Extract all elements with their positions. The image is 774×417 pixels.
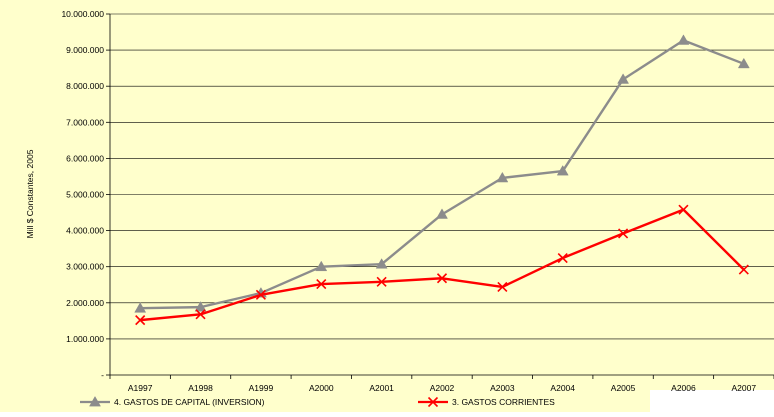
y-tick-label: 2.000.000 (66, 298, 104, 308)
x-tick-label: A2004 (550, 383, 575, 393)
x-tick-label: A2005 (611, 383, 636, 393)
marker-stroke (316, 278, 327, 290)
y-tick-label: - (101, 370, 104, 380)
marker-stroke (427, 396, 439, 408)
y-tick-label: 3.000.000 (66, 262, 104, 272)
data-point-marker (496, 171, 509, 183)
data-point-marker (89, 395, 101, 407)
x-tick-label: A2000 (309, 383, 334, 393)
x-tick-label: A2007 (732, 383, 757, 393)
legend-item-1: 4. GASTOS DE CAPITAL (INVERSION) (80, 395, 265, 407)
legend-label: 3. GASTOS CORRIENTES (452, 397, 555, 407)
x-tick-label: A2001 (369, 383, 394, 393)
marker-stroke (255, 289, 266, 300)
x-tick-label: A2003 (490, 383, 515, 393)
y-tick-label: 1.000.000 (66, 334, 104, 344)
data-point-marker (737, 57, 750, 69)
series-2 (135, 204, 749, 326)
x-tick-label: A1999 (249, 383, 274, 393)
data-point-marker (376, 276, 387, 287)
data-point-marker (557, 252, 568, 264)
data-point-marker (135, 315, 146, 326)
legend-background (0, 390, 650, 412)
data-point-marker (194, 301, 207, 312)
legend-item-2: 3. GASTOS CORRIENTES (418, 396, 555, 408)
data-point-marker (375, 258, 388, 269)
marker-stroke (738, 264, 749, 275)
x-tick-label: A2002 (430, 383, 455, 393)
y-axis-tick-labels: - 1.000.000 2.000.000 3.000.000 4.000.000 5.0… (61, 9, 104, 380)
y-tick-label: 6.000.000 (66, 153, 104, 163)
marker-stroke (618, 228, 629, 239)
marker-stroke (135, 315, 146, 326)
x-axis-tick-labels: A1997 A1998 A1999 A2000 A2001 A2002 A2003 A2004… (128, 383, 756, 393)
marker-stroke (376, 276, 387, 287)
data-point-marker (427, 396, 439, 408)
data-point-marker (436, 273, 448, 284)
data-point-marker (316, 278, 327, 290)
data-point-marker (738, 264, 749, 275)
x-tick-label: A2006 (671, 383, 696, 393)
data-point-marker (134, 302, 147, 313)
data-point-marker (556, 165, 569, 176)
y-tick-label: 7.000.000 (66, 117, 104, 127)
marker-stroke (678, 204, 689, 215)
legend-label: 4. GASTOS DE CAPITAL (INVERSION) (114, 397, 265, 407)
data-point-marker (678, 204, 689, 215)
data-point-marker (255, 289, 266, 300)
data-point-marker (618, 228, 629, 239)
x-tick-label: A1998 (188, 383, 213, 393)
series-lines (134, 34, 750, 326)
y-axis-title: Mill $ Constantes, 2005 (25, 149, 35, 238)
marker-stroke (195, 309, 206, 320)
gridlines (106, 13, 774, 379)
y-tick-label: 8.000.000 (66, 81, 104, 91)
marker-stroke (497, 281, 508, 292)
marker-stroke (557, 252, 568, 264)
data-point-marker (677, 34, 690, 45)
y-tick-label: 5.000.000 (66, 190, 104, 200)
data-point-marker (436, 208, 448, 219)
data-point-marker (617, 73, 630, 84)
data-point-marker (497, 281, 508, 292)
data-point-marker (195, 309, 206, 320)
series-1 (134, 34, 750, 313)
data-point-marker (315, 260, 328, 272)
y-tick-label: 9.000.000 (66, 45, 104, 55)
legend: 4. GASTOS DE CAPITAL (INVERSION) 3. GASTO… (80, 395, 555, 408)
y-tick-label: 10.000.000 (61, 9, 104, 19)
y-tick-label: 4.000.000 (66, 226, 104, 236)
x-tick-label: A1997 (128, 383, 153, 393)
marker-stroke (436, 273, 448, 284)
